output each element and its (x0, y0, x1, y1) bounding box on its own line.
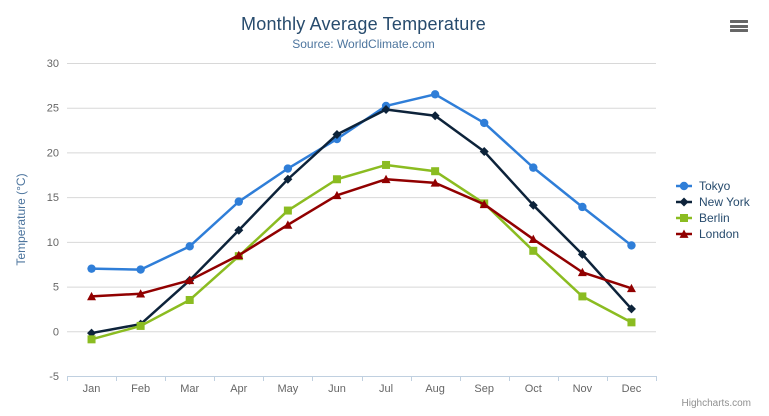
legend-item-new-york[interactable]: New York (676, 194, 750, 210)
legend-label: London (699, 227, 740, 241)
data-point-new-york[interactable] (283, 174, 293, 184)
data-point-new-york[interactable] (528, 200, 538, 210)
y-axis-label: 10 (47, 237, 59, 249)
series-line-new-york (90, 108, 633, 335)
data-point-london[interactable] (430, 178, 440, 187)
x-axis-label: Jan (83, 383, 101, 395)
data-point-berlin[interactable] (529, 246, 538, 255)
data-point-berlin[interactable] (185, 295, 194, 304)
data-point-london[interactable] (332, 190, 342, 200)
y-axis-label: 15 (47, 192, 59, 204)
data-point-london[interactable] (577, 267, 587, 277)
x-axis-label: Jul (379, 383, 393, 395)
chart-subtitle: Source: WorldClimate.com (292, 37, 435, 51)
series-line-tokyo (90, 93, 633, 271)
x-axis-label: May (277, 383, 298, 395)
x-axis-label: Aug (425, 383, 445, 395)
data-point-new-york[interactable] (430, 111, 440, 121)
data-point-tokyo[interactable] (430, 90, 440, 99)
context-menu-button[interactable] (729, 18, 749, 34)
y-axis-label: 0 (53, 326, 59, 338)
data-point-tokyo[interactable] (283, 164, 293, 173)
data-point-berlin[interactable] (578, 292, 587, 301)
data-point-new-york[interactable] (577, 249, 587, 259)
data-point-tokyo[interactable] (627, 241, 636, 250)
chart-title: Monthly Average Temperature (241, 14, 486, 34)
data-point-london[interactable] (626, 283, 636, 293)
credits-link[interactable]: Highcharts.com (681, 398, 751, 409)
data-point-tokyo[interactable] (234, 197, 243, 206)
data-point-new-york[interactable] (234, 225, 244, 235)
x-axis-label: Jun (328, 383, 346, 395)
data-point-berlin[interactable] (382, 160, 391, 169)
hamburger-icon (730, 20, 748, 23)
data-point-london[interactable] (283, 220, 293, 229)
legend: Tokyo New York Berlin London (676, 178, 750, 242)
legend-label: Tokyo (699, 179, 731, 193)
x-axis-label: Feb (131, 383, 150, 395)
x-axis-label: Oct (525, 383, 542, 395)
data-point-london[interactable] (185, 275, 195, 285)
x-axis-label: Nov (573, 383, 593, 395)
triangle-legend-marker-icon (676, 229, 692, 238)
hamburger-icon (730, 24, 748, 28)
data-point-tokyo[interactable] (87, 264, 96, 273)
y-axis-title: Temperature (°C) (14, 173, 28, 265)
legend-label: Berlin (699, 211, 730, 225)
data-point-tokyo[interactable] (480, 118, 489, 128)
data-point-london[interactable] (87, 291, 97, 301)
data-point-london[interactable] (479, 199, 489, 209)
diamond-legend-marker-icon (676, 197, 692, 207)
x-axis-label: Sep (474, 383, 494, 395)
data-point-tokyo[interactable] (136, 265, 145, 274)
data-point-london[interactable] (528, 234, 538, 243)
data-point-london[interactable] (234, 250, 244, 260)
data-point-tokyo[interactable] (529, 163, 538, 172)
hamburger-icon (730, 29, 748, 32)
data-point-berlin[interactable] (87, 335, 96, 344)
y-axis-label: 30 (47, 58, 59, 70)
x-axis-label: Apr (230, 383, 247, 395)
legend-item-tokyo[interactable]: Tokyo (676, 178, 750, 194)
y-axis-label: -5 (49, 371, 59, 383)
data-point-new-york[interactable] (381, 105, 391, 115)
data-point-berlin[interactable] (332, 175, 341, 184)
data-point-new-york[interactable] (87, 328, 97, 338)
y-axis-label: 25 (47, 103, 59, 115)
data-point-berlin[interactable] (627, 318, 636, 327)
x-axis-label: Dec (622, 383, 642, 395)
data-point-new-york[interactable] (332, 130, 342, 140)
data-point-berlin[interactable] (136, 321, 145, 330)
legend-item-london[interactable]: London (676, 226, 750, 242)
y-axis-label: 5 (53, 282, 59, 294)
series-line-berlin (90, 163, 633, 341)
series-line-london (90, 178, 633, 298)
y-axis-label: 20 (47, 147, 59, 159)
data-point-london[interactable] (381, 174, 391, 184)
legend-label: New York (699, 195, 750, 209)
data-point-berlin[interactable] (283, 206, 292, 215)
legend-item-berlin[interactable]: Berlin (676, 210, 750, 226)
data-point-tokyo[interactable] (185, 242, 194, 251)
x-axis-label: Mar (180, 383, 199, 395)
square-legend-marker-icon (676, 214, 692, 222)
data-point-new-york[interactable] (626, 304, 636, 314)
data-point-tokyo[interactable] (578, 202, 587, 212)
data-point-london[interactable] (136, 289, 146, 298)
data-point-berlin[interactable] (431, 167, 440, 176)
circle-legend-marker-icon (676, 181, 692, 191)
data-point-new-york[interactable] (479, 147, 489, 157)
